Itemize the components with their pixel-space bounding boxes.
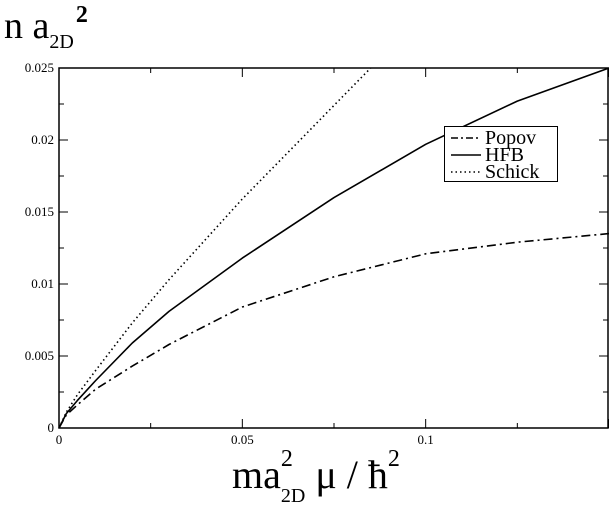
legend-item-popov: Popov [445,127,557,149]
y-axis-label: n a2D2 [4,2,88,54]
y-axis-label-text: n a [4,5,50,47]
x-tick-label: 0 [56,432,63,447]
x-axis-label-superscript: 2 [280,446,293,472]
x-axis-label-subscript: 2D [280,485,306,507]
x-axis-label-prefix: ma [232,452,281,497]
x-axis-label-superscript-2: 2 [387,446,400,472]
y-tick-label: 0.005 [25,348,54,363]
legend-swatch-hfb [451,154,481,156]
plot-frame [58,67,609,429]
y-tick-label: 0.02 [31,132,54,147]
y-tick-label: 0 [48,420,55,435]
y-tick-label: 0.025 [25,60,54,75]
legend-swatch-schick [451,171,481,173]
series-line-hfb [58,67,609,429]
x-tick-label: 0.05 [231,432,254,447]
legend: Popov HFB Schick [444,126,558,182]
legend-label-hfb: HFB [485,144,524,166]
legend-label-popov: Popov [485,127,537,149]
y-tick-label: 0.015 [25,204,54,219]
legend-item-schick: Schick [445,161,557,183]
y-tick-label: 0.01 [31,276,54,291]
legend-label-schick: Schick [485,161,540,183]
x-tick-label: 0.1 [418,432,434,447]
series-line-popov [58,232,609,429]
x-axis-label-suffix: μ / ħ [305,452,388,497]
legend-item-hfb: HFB [445,144,557,166]
y-axis-label-subscript: 2D [49,31,74,53]
x-axis-label: ma22D μ / ħ2 [232,446,400,508]
series-line-schick [58,67,372,429]
legend-swatch-popov [451,137,481,139]
y-axis-label-superscript: 2 [75,2,88,28]
